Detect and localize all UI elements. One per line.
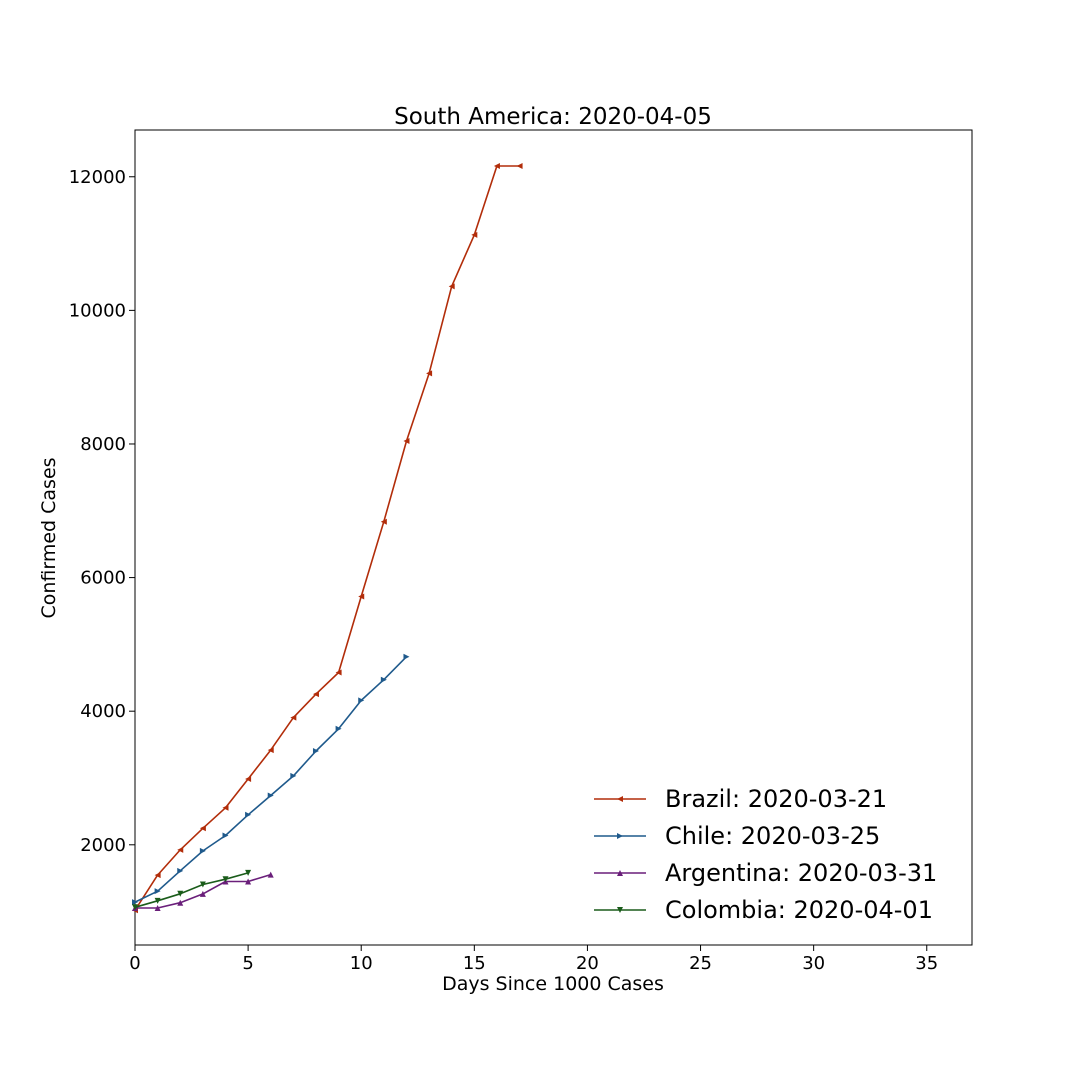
legend-item-chile: Chile: 2020-03-25 <box>594 822 880 850</box>
legend-marker <box>617 796 623 802</box>
data-point-chile <box>358 697 365 704</box>
data-point-brazil <box>245 775 252 782</box>
y-tick-label: 6000 <box>80 568 126 589</box>
data-point-chile <box>177 867 184 874</box>
data-point-brazil <box>358 593 365 600</box>
data-point-chile <box>335 725 342 732</box>
data-point-colombia <box>177 890 184 897</box>
x-tick-label: 30 <box>802 953 825 974</box>
data-point-chile <box>245 811 252 818</box>
data-point-brazil <box>335 669 342 676</box>
data-point-colombia <box>199 881 206 888</box>
legend-label: Chile: 2020-03-25 <box>665 822 880 850</box>
data-point-brazil <box>290 714 297 721</box>
x-axis-title: Days Since 1000 Cases <box>442 973 664 995</box>
data-point-chile <box>132 899 138 906</box>
series-chile <box>132 653 410 906</box>
series-layer <box>132 163 523 914</box>
series-line-chile <box>134 656 408 903</box>
data-point-chile <box>267 792 274 799</box>
x-tick-label: 10 <box>350 953 373 974</box>
data-point-brazil <box>471 231 478 238</box>
data-point-colombia <box>154 897 161 904</box>
data-point-argentina <box>154 904 161 911</box>
legend-item-brazil: Brazil: 2020-03-21 <box>594 785 887 813</box>
legend-label: Colombia: 2020-04-01 <box>665 896 933 924</box>
data-point-argentina <box>267 871 274 878</box>
data-point-brazil <box>222 804 229 811</box>
chart-title: South America: 2020-04-05 <box>394 104 712 130</box>
data-point-brazil <box>312 691 319 698</box>
y-tick-label: 10000 <box>69 300 126 321</box>
data-point-chile <box>312 748 319 755</box>
series-line-colombia <box>134 872 249 909</box>
data-point-chile <box>380 676 387 683</box>
data-point-colombia <box>245 869 252 876</box>
legend-item-argentina: Argentina: 2020-03-31 <box>594 859 937 887</box>
series-argentina <box>132 871 274 911</box>
legend-marker <box>617 907 623 913</box>
data-point-brazil <box>493 163 500 170</box>
y-axis: 2000 4000 6000 8000 10000 12000 <box>69 167 135 856</box>
data-point-chile <box>154 888 161 895</box>
data-point-brazil <box>516 163 523 170</box>
y-tick-label: 8000 <box>80 434 126 455</box>
data-point-chile <box>403 653 410 660</box>
legend-label: Argentina: 2020-03-31 <box>665 859 937 887</box>
data-point-brazil <box>448 283 455 290</box>
data-point-chile <box>222 832 229 839</box>
y-tick-label: 12000 <box>69 167 126 188</box>
data-point-chile <box>199 847 206 854</box>
y-axis-title: Confirmed Cases <box>38 457 60 618</box>
series-brazil <box>132 163 523 914</box>
y-tick-label: 2000 <box>80 835 126 856</box>
legend-label: Brazil: 2020-03-21 <box>665 785 887 813</box>
series-colombia <box>132 869 252 911</box>
data-point-brazil <box>426 370 433 377</box>
legend-marker <box>617 833 623 839</box>
data-point-brazil <box>403 438 410 445</box>
x-tick-label: 0 <box>129 953 140 974</box>
x-tick-label: 35 <box>915 953 938 974</box>
x-tick-label: 25 <box>689 953 712 974</box>
data-point-chile <box>290 772 297 779</box>
legend-item-colombia: Colombia: 2020-04-01 <box>594 896 933 924</box>
x-tick-label: 20 <box>576 953 599 974</box>
data-point-brazil <box>380 518 387 525</box>
y-tick-label: 4000 <box>80 701 126 722</box>
data-point-brazil <box>177 846 184 853</box>
legend: Brazil: 2020-03-21 Chile: 2020-03-25 Argen… <box>594 785 937 924</box>
legend-marker <box>617 870 623 876</box>
data-point-argentina <box>177 899 184 906</box>
data-point-argentina <box>199 890 206 897</box>
data-point-brazil <box>267 747 274 754</box>
plot-frame <box>134 129 973 946</box>
data-point-argentina <box>245 878 252 885</box>
data-point-brazil <box>154 872 161 879</box>
series-line-brazil <box>134 165 520 911</box>
x-axis: 0 5 10 15 20 25 30 35 <box>129 945 938 974</box>
x-tick-label: 5 <box>242 953 253 974</box>
x-tick-label: 15 <box>463 953 486 974</box>
data-point-brazil <box>199 825 206 832</box>
data-point-colombia <box>222 876 229 883</box>
data-point-colombia <box>132 904 138 911</box>
